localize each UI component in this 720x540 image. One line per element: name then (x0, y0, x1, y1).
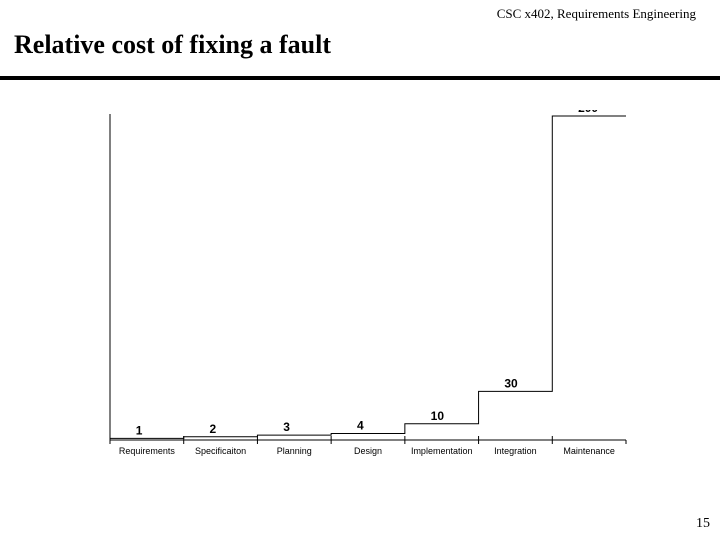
value-label: 3 (283, 420, 290, 434)
slide: CSC x402, Requirements Engineering Relat… (0, 0, 720, 540)
page-number: 15 (696, 516, 710, 532)
category-label: Implementation (411, 446, 473, 456)
title-divider (0, 76, 720, 80)
category-label: Specificaiton (195, 446, 246, 456)
cost-step-chart: Requirements 1 Specificaiton 2 Planning 3 Desi… (90, 110, 630, 470)
value-label: 4 (357, 419, 364, 433)
value-label: 1 (136, 423, 143, 437)
step-line (110, 116, 626, 438)
chart-container: Requirements 1 Specificaiton 2 Planning 3 Desi… (90, 110, 630, 490)
value-label: 30 (504, 376, 518, 390)
category-label: Integration (494, 446, 537, 456)
value-label: 2 (210, 422, 217, 436)
category-label: Design (354, 446, 382, 456)
value-label: 200 (578, 110, 598, 115)
category-label: Requirements (119, 446, 176, 456)
slide-title: Relative cost of fixing a fault (14, 30, 331, 60)
category-label: Planning (277, 446, 312, 456)
category-label: Maintenance (563, 446, 615, 456)
value-label: 10 (431, 409, 445, 423)
course-header: CSC x402, Requirements Engineering (497, 6, 696, 22)
